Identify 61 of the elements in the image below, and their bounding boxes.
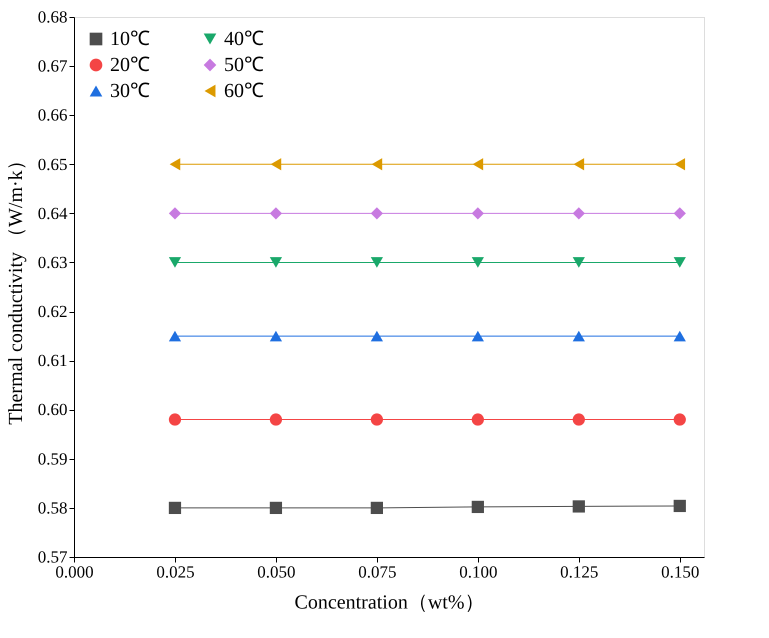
point — [270, 257, 282, 268]
point — [674, 158, 686, 170]
point — [472, 257, 484, 268]
point — [472, 500, 484, 514]
y-tick-label: 0.64 — [38, 204, 68, 223]
legend-label: 20℃ — [110, 54, 150, 76]
legend-label: 60℃ — [224, 80, 264, 102]
point — [370, 330, 384, 342]
x-tick-label: 0.100 — [459, 562, 498, 582]
y-tick-label: 0.68 — [38, 8, 68, 26]
y-axis-title: Thermal conductivity （W/m·k） — [4, 150, 27, 425]
point — [674, 413, 686, 426]
y-tick-label: 0.59 — [38, 449, 68, 468]
point — [168, 502, 182, 514]
point — [674, 257, 686, 268]
y-tick-label: 0.67 — [38, 56, 68, 76]
point — [574, 158, 584, 170]
point — [168, 257, 182, 268]
point — [472, 207, 484, 220]
point — [472, 413, 484, 426]
y-tick-label: 0.61 — [38, 351, 68, 370]
point — [572, 413, 585, 426]
legend-label: 30℃ — [110, 80, 150, 102]
point — [270, 502, 282, 514]
point — [270, 207, 282, 220]
point — [370, 413, 384, 426]
legend-label: 10℃ — [110, 28, 150, 50]
point — [472, 158, 484, 170]
point — [674, 500, 686, 512]
x-tick-label: 0.025 — [156, 562, 195, 582]
x-tick-label: 0.050 — [257, 562, 296, 582]
y-tick-label: 0.62 — [38, 302, 68, 322]
point — [674, 207, 686, 220]
point — [674, 330, 686, 342]
legend-label: 50℃ — [224, 54, 264, 76]
y-tick-label: 0.65 — [38, 154, 68, 174]
point — [572, 330, 585, 342]
point — [270, 158, 282, 170]
x-tick-label: 0.075 — [358, 562, 397, 582]
point — [170, 158, 180, 170]
x-axis-title: Concentration（wt%） — [294, 592, 484, 614]
x-tick-label: 0.125 — [560, 562, 598, 582]
point — [372, 158, 382, 170]
point — [472, 330, 484, 342]
point — [168, 330, 182, 342]
y-tick-label: 0.63 — [38, 252, 68, 272]
point — [270, 413, 282, 426]
point — [168, 413, 182, 426]
point — [370, 257, 384, 268]
point — [370, 502, 384, 514]
x-tick-label: 0.150 — [661, 562, 700, 582]
point — [370, 207, 384, 220]
y-tick-label: 0.60 — [38, 400, 68, 420]
y-tick-label: 0.66 — [38, 106, 68, 125]
point — [572, 257, 585, 268]
point — [168, 207, 182, 220]
legend-label: 40℃ — [224, 28, 264, 50]
point — [270, 330, 282, 342]
y-tick-label: 0.58 — [38, 498, 68, 518]
point — [572, 500, 585, 513]
point — [572, 207, 585, 220]
